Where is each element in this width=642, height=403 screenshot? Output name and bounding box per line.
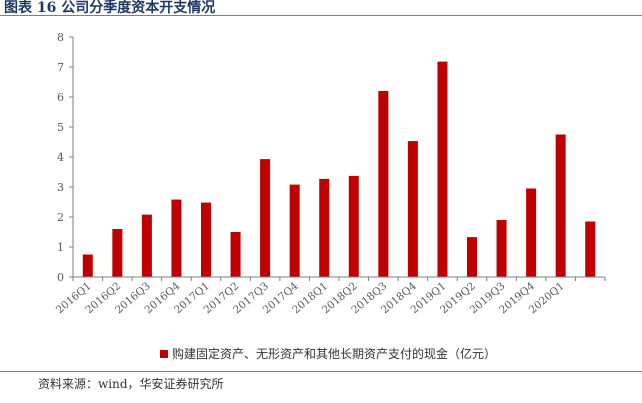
y-tick-label: 7 xyxy=(57,61,64,74)
y-tick-label: 3 xyxy=(57,181,64,194)
y-tick-label: 5 xyxy=(57,121,64,134)
y-tick-label: 4 xyxy=(57,151,64,164)
top-rule xyxy=(0,15,642,16)
y-tick-label: 6 xyxy=(57,91,64,104)
legend: 购建固定资产、无形资产和其他长期资产支付的现金（亿元） xyxy=(160,345,496,362)
bar xyxy=(555,134,566,277)
legend-label: 购建固定资产、无形资产和其他长期资产支付的现金（亿元） xyxy=(172,347,497,361)
bottom-rule xyxy=(0,371,642,372)
bar xyxy=(348,175,359,277)
y-tick-label: 0 xyxy=(57,271,64,284)
bar xyxy=(319,178,330,277)
bar xyxy=(585,221,596,277)
bar xyxy=(378,91,389,277)
bar xyxy=(112,229,123,277)
bar xyxy=(171,199,182,277)
y-tick-label: 1 xyxy=(57,241,64,254)
bar-chart: 0123456782016Q12016Q22016Q32016Q42017Q12… xyxy=(54,31,606,316)
bar xyxy=(289,184,300,277)
bar xyxy=(437,61,448,277)
y-tick-label: 2 xyxy=(57,211,64,224)
bar xyxy=(407,141,418,277)
y-tick-label: 8 xyxy=(57,31,64,44)
bar xyxy=(467,237,477,277)
legend-swatch xyxy=(160,349,168,358)
bar xyxy=(496,220,507,277)
bar xyxy=(526,188,537,277)
bar xyxy=(230,232,241,277)
bar xyxy=(201,202,211,277)
source-note: 资料来源：wind，华安证券研究所 xyxy=(38,377,224,391)
bar xyxy=(141,214,152,277)
bar xyxy=(260,159,271,277)
figure-title: 图表 16 公司分季度资本开支情况 xyxy=(4,0,216,16)
bar xyxy=(82,254,93,277)
